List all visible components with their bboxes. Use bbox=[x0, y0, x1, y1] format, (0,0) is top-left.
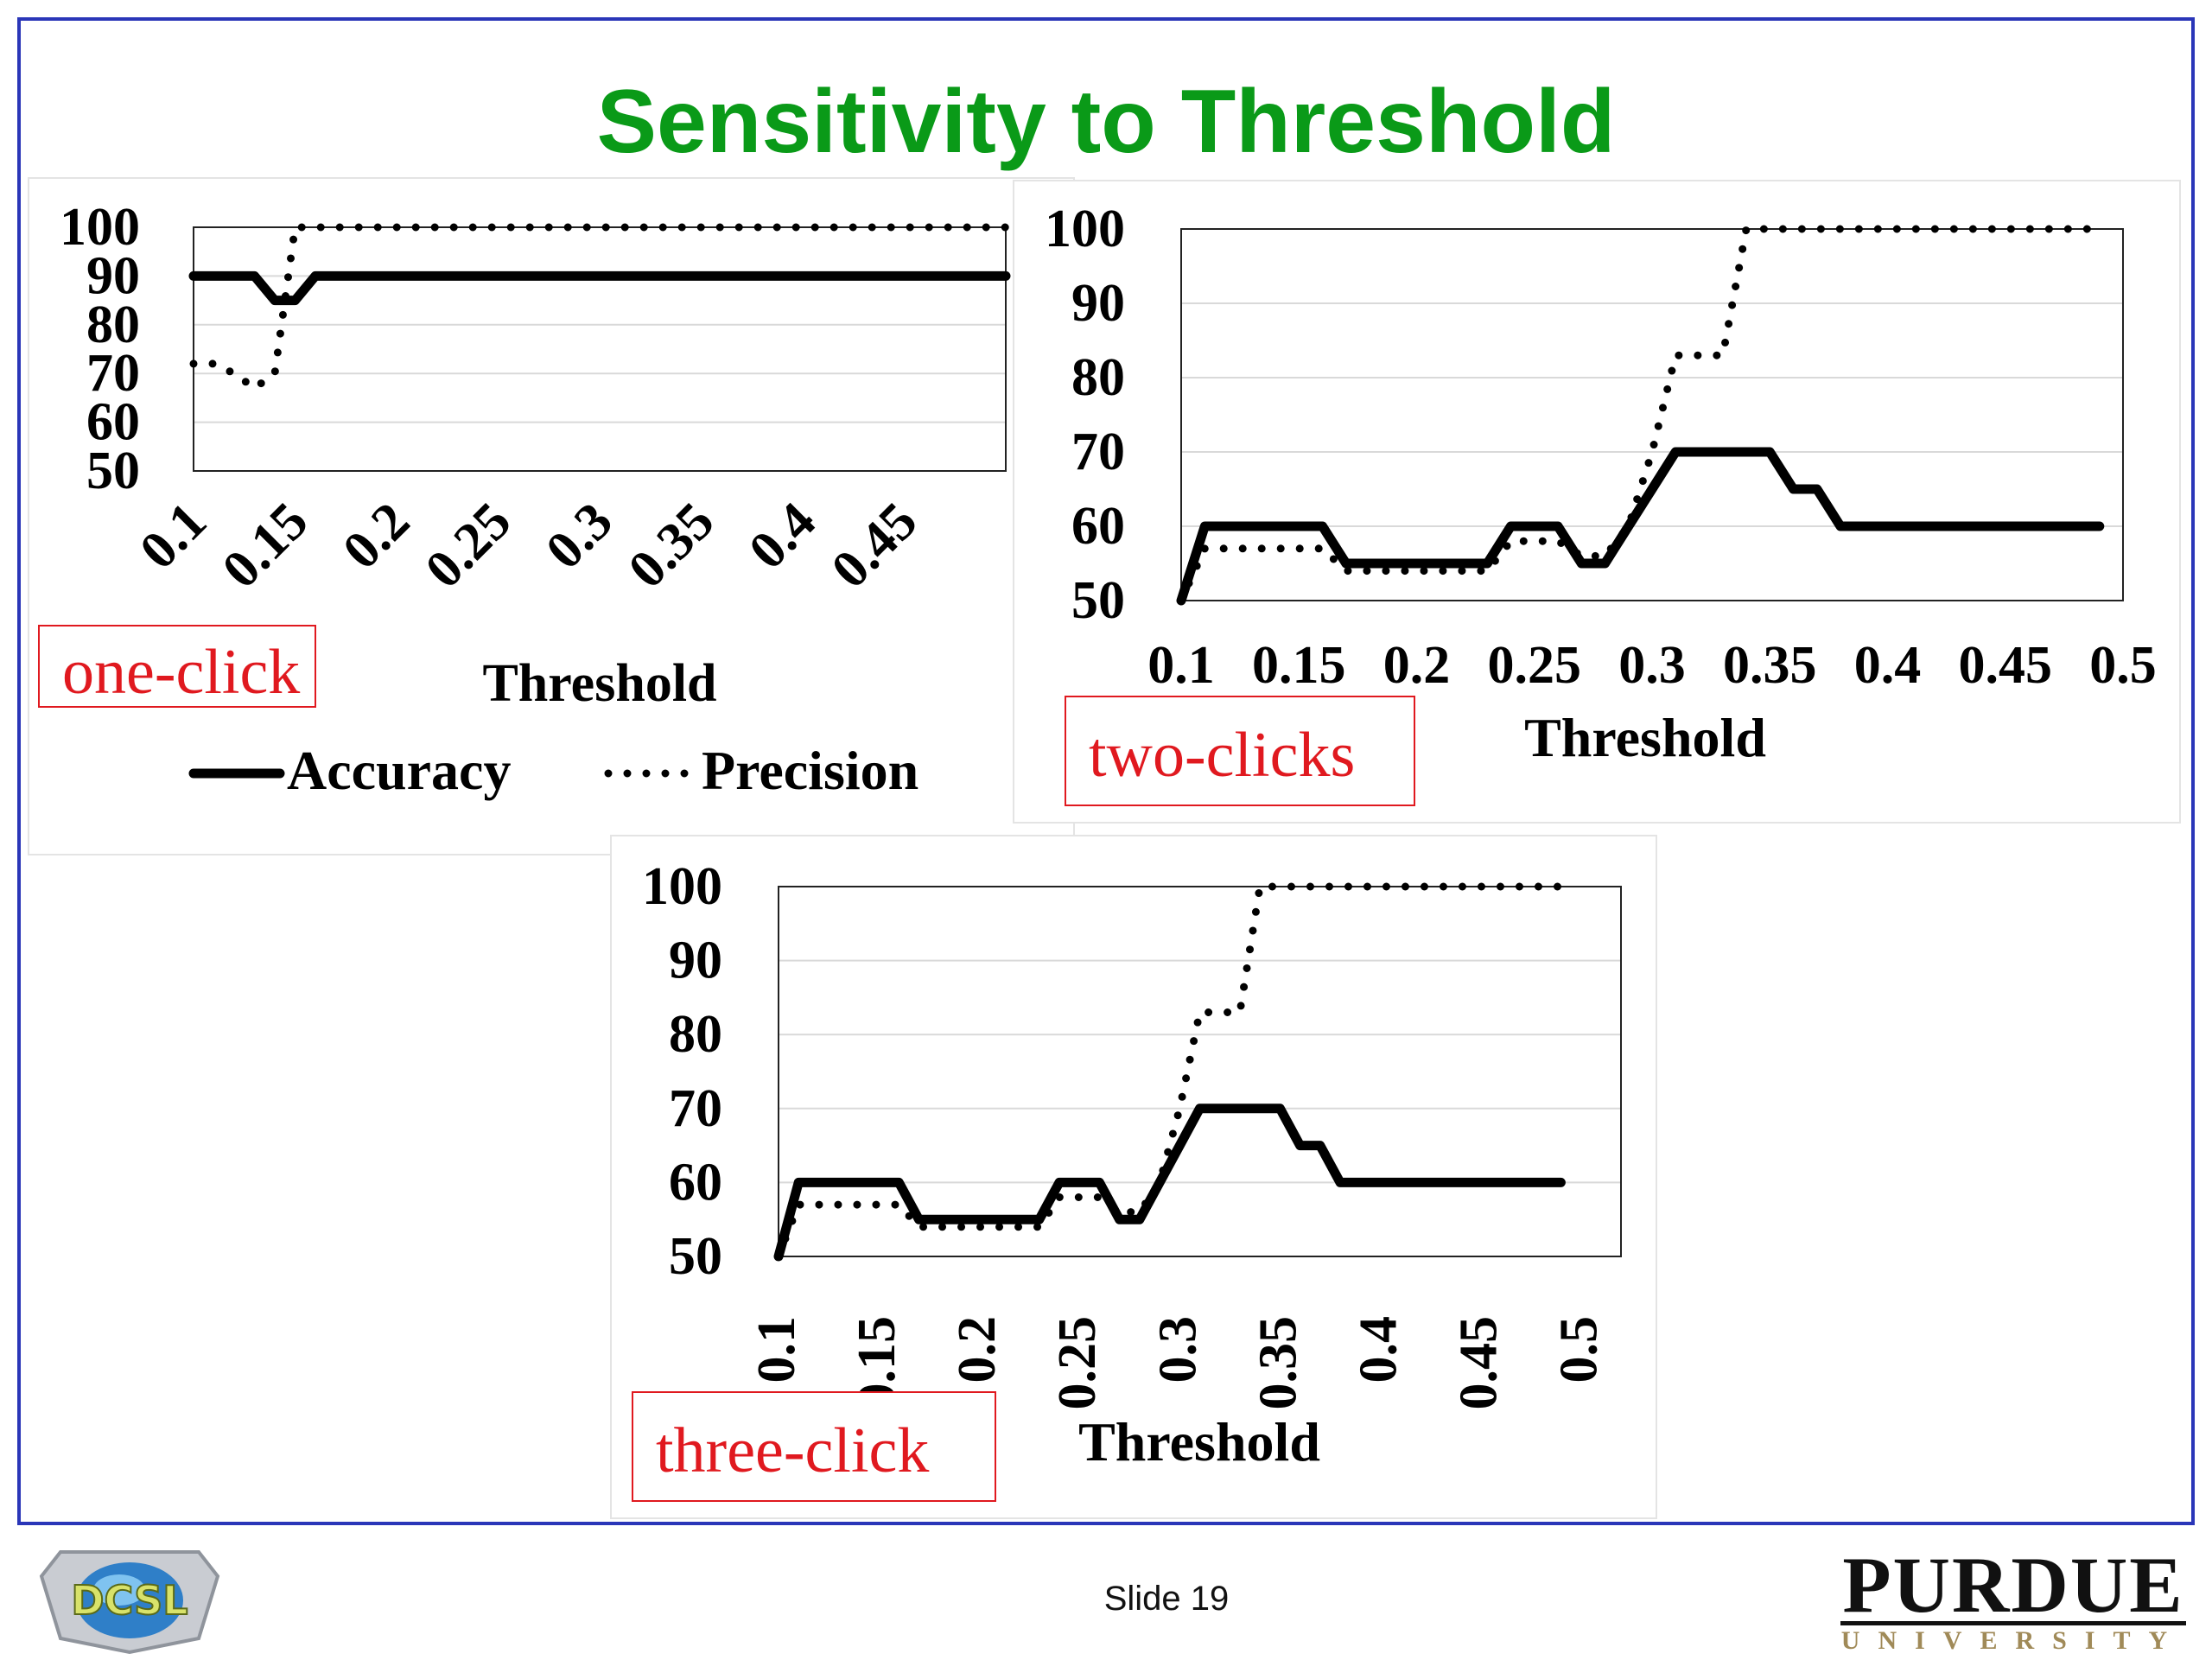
x-tick-label: 0.45 bbox=[1450, 1316, 1509, 1410]
x-tick-label: 0.45 bbox=[821, 492, 929, 600]
purdue-rule bbox=[1840, 1621, 2186, 1625]
chart-panel-two-clicks: 100 90 80 70 60 50 0.1 0.15 0.2 0.25 0.3 0.35 0.4 0.4… bbox=[1013, 180, 2181, 824]
y-tick-label: 100 bbox=[1045, 200, 1125, 258]
purdue-logo: PURDUE UNIVERSITY bbox=[1840, 1541, 2186, 1654]
chart-panel-one-click: 100 90 80 70 60 50 0.1 0.15 0.2 0.25 0.3 0.35 0.4 0.4… bbox=[28, 177, 1075, 855]
y-tick-label: 60 bbox=[669, 1153, 722, 1212]
x-tick-label: 0.35 bbox=[1723, 636, 1817, 695]
x-tick-label: 0.4 bbox=[1854, 636, 1922, 695]
plot-area bbox=[778, 886, 1622, 1257]
x-tick-label: 0.25 bbox=[1488, 636, 1582, 695]
dcsl-logo: DCSL bbox=[26, 1535, 233, 1660]
y-tick-label: 80 bbox=[669, 1005, 722, 1064]
series-precision bbox=[1177, 225, 2104, 605]
y-tick-label: 70 bbox=[86, 344, 140, 403]
x-tick-label: 0.3 bbox=[1618, 636, 1686, 695]
series-accuracy bbox=[188, 270, 1011, 306]
x-tick-label: 0.2 bbox=[332, 492, 421, 581]
plot-area bbox=[193, 226, 1007, 472]
series-accuracy bbox=[773, 1103, 1566, 1262]
x-tick-label: 0.4 bbox=[738, 492, 827, 581]
x-tick-label: 0.2 bbox=[948, 1316, 1007, 1383]
caption-three-click: three-click bbox=[632, 1391, 996, 1502]
x-tick-label: 0.25 bbox=[1048, 1316, 1107, 1410]
y-tick-label: 100 bbox=[60, 198, 140, 257]
series-accuracy bbox=[1176, 447, 2105, 606]
y-tick-label: 60 bbox=[86, 393, 140, 452]
series-precision bbox=[774, 882, 1565, 1261]
y-tick-label: 90 bbox=[86, 246, 140, 305]
y-tick-label: 70 bbox=[1071, 423, 1125, 481]
chart-two-clicks: 100 90 80 70 60 50 0.1 0.15 0.2 0.25 0.3 0.35 0.4 0.4… bbox=[1045, 200, 2157, 768]
y-tick-label: 90 bbox=[1071, 274, 1125, 333]
x-tick-label: 0.15 bbox=[212, 492, 320, 600]
x-tick-label: 0.3 bbox=[1148, 1316, 1207, 1383]
slide-frame bbox=[17, 17, 2195, 1525]
y-tick-label: 50 bbox=[1071, 571, 1125, 630]
x-axis-title: Threshold bbox=[1078, 1411, 1320, 1472]
y-tick-label: 50 bbox=[669, 1227, 722, 1286]
x-tick-label: 0.45 bbox=[1959, 636, 2053, 695]
y-tick-label: 90 bbox=[669, 932, 722, 990]
x-tick-label: 0.25 bbox=[415, 492, 523, 600]
x-tick-label: 0.35 bbox=[1249, 1316, 1307, 1410]
x-axis-title: Threshold bbox=[482, 654, 716, 713]
x-tick-label: 0.5 bbox=[1550, 1316, 1609, 1383]
slide-number: Slide 19 bbox=[1103, 1580, 1230, 1618]
y-tick-label: 50 bbox=[86, 442, 140, 500]
legend-label-accuracy: Accuracy bbox=[287, 740, 511, 801]
x-tick-label: 0.4 bbox=[1349, 1316, 1408, 1383]
y-tick-label: 100 bbox=[642, 857, 722, 916]
y-tick-label: 70 bbox=[669, 1079, 722, 1138]
series-precision bbox=[189, 223, 1010, 392]
x-axis-title: Threshold bbox=[1524, 707, 1766, 768]
x-tick-label: 0.35 bbox=[618, 492, 726, 600]
y-tick-label: 80 bbox=[1071, 348, 1125, 407]
caption-one-click: one-click bbox=[38, 625, 316, 708]
y-tick-label: 80 bbox=[86, 296, 140, 354]
x-tick-label: 0.2 bbox=[1383, 636, 1451, 695]
slide-title: Sensitivity to Threshold bbox=[596, 72, 1616, 172]
caption-two-clicks: two-clicks bbox=[1065, 696, 1415, 806]
x-tick-label: 0.1 bbox=[1147, 636, 1215, 695]
plot-area bbox=[1180, 228, 2124, 601]
x-tick-label: 0.5 bbox=[2089, 636, 2157, 695]
x-tick-label: 0.15 bbox=[1252, 636, 1346, 695]
x-tick-label: 0.3 bbox=[535, 492, 624, 581]
y-tick-label: 60 bbox=[1071, 497, 1125, 556]
purdue-wordmark: PURDUE bbox=[1842, 1541, 2184, 1629]
x-tick-label: 0.1 bbox=[747, 1316, 806, 1383]
x-tick-label: 0.1 bbox=[129, 492, 218, 581]
legend-label-precision: Precision bbox=[702, 740, 918, 801]
dcsl-logo-text: DCSL bbox=[71, 1577, 188, 1624]
purdue-subtitle: UNIVERSITY bbox=[1840, 1626, 2186, 1655]
